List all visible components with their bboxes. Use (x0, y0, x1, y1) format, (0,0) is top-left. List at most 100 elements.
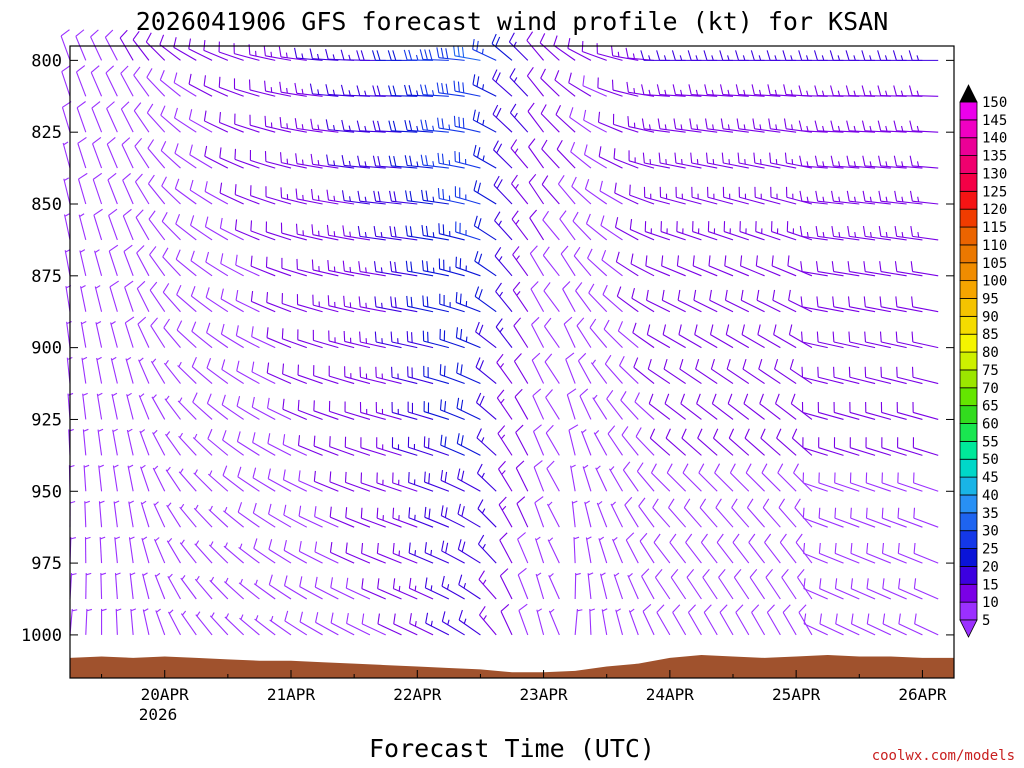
barb-staff (313, 445, 339, 456)
barb-flag (329, 436, 331, 447)
barb-staff (613, 158, 639, 169)
barb-flag (189, 179, 194, 191)
barb-flag (294, 118, 298, 129)
barb-staff (344, 305, 371, 313)
barb-flag (725, 324, 730, 335)
barb-flag (831, 261, 835, 272)
barb-flag (393, 226, 397, 238)
barb-half-flag (416, 161, 419, 167)
wind-barb (376, 472, 402, 492)
barb-staff (312, 163, 339, 169)
barb-half-flag (885, 90, 888, 96)
barb-flag (512, 281, 521, 291)
barb-flag (657, 118, 661, 129)
wind-barb (818, 472, 844, 492)
barb-flag (392, 50, 397, 61)
wind-barb (789, 358, 813, 385)
wind-barb (628, 150, 655, 169)
barb-flag (357, 225, 361, 237)
wind-barb (475, 357, 497, 384)
wind-barb (849, 472, 876, 492)
barb-staff (567, 47, 592, 61)
barb-staff (739, 231, 765, 241)
wind-barb (344, 436, 371, 456)
barb-half-flag (806, 161, 809, 167)
wind-barb (297, 435, 323, 456)
barb-staff (781, 577, 797, 600)
barb-staff (312, 58, 339, 61)
barb-staff (726, 368, 750, 385)
barb-flag (460, 328, 463, 340)
wind-barb (440, 434, 465, 456)
barb-half-flag (447, 619, 450, 625)
wind-barb (700, 533, 718, 564)
wind-barb (69, 608, 78, 635)
barb-staff (738, 128, 765, 133)
barb-half-flag (301, 53, 304, 59)
wind-barb (500, 603, 513, 636)
barb-staff (670, 577, 687, 600)
barb-staff (296, 198, 323, 205)
barb-staff (129, 573, 134, 600)
wind-barb (361, 542, 386, 564)
barb-half-flag (167, 538, 173, 543)
barb-half-flag (586, 536, 592, 540)
wind-barb (495, 282, 513, 313)
barb-staff (207, 438, 229, 456)
barb-flag (746, 498, 754, 508)
wind-barb (791, 428, 813, 456)
colorbar-label: 10 (982, 595, 999, 611)
barb-flag (652, 498, 659, 508)
barb-flag (529, 209, 538, 219)
wind-barb (134, 173, 150, 205)
barb-flag (879, 331, 882, 343)
barb-staff (346, 587, 371, 600)
barb-half-flag (398, 585, 401, 592)
barb-half-flag (583, 464, 589, 469)
barb-staff (881, 482, 907, 492)
barb-staff (281, 232, 307, 241)
barb-flag (545, 389, 553, 398)
barb-half-flag (301, 159, 304, 165)
barb-flag (389, 225, 393, 237)
wind-barb (547, 537, 560, 564)
barb-flag (206, 358, 212, 369)
barb-half-flag (432, 232, 435, 238)
wind-barb (190, 215, 213, 241)
barb-flag (745, 463, 752, 474)
barb-flag (865, 507, 868, 519)
wind-barb (751, 84, 781, 97)
wind-barb (141, 536, 150, 564)
barb-flag (704, 84, 708, 95)
barb-staff (235, 229, 260, 241)
wind-barb (267, 468, 292, 492)
wind-barb (325, 119, 355, 133)
barb-staff (269, 619, 292, 636)
colorbar-max-arrow (959, 84, 978, 103)
barb-flag (495, 282, 502, 292)
barb-staff (762, 507, 781, 528)
barb-flag (635, 427, 642, 437)
barb-flag (298, 540, 302, 552)
wind-barb (75, 29, 87, 61)
barb-flag (571, 176, 577, 187)
barb-half-flag (695, 55, 699, 61)
barb-staff (424, 552, 450, 564)
wind-barb (614, 217, 639, 241)
barb-staff (541, 148, 560, 169)
barb-staff (149, 254, 166, 277)
barb-flag (190, 250, 195, 261)
barb-flag (895, 296, 898, 307)
wind-barb (702, 568, 718, 600)
barb-flag (776, 428, 782, 439)
barb-flag (267, 397, 270, 409)
wind-barb (473, 180, 497, 205)
barb-staff (634, 401, 655, 420)
wind-barb (78, 213, 87, 241)
barb-staff (866, 552, 892, 564)
barb-staff (716, 542, 734, 564)
barb-staff (566, 394, 576, 420)
barb-flag (428, 473, 431, 484)
wind-barb (269, 615, 292, 636)
barb-staff (849, 306, 876, 313)
